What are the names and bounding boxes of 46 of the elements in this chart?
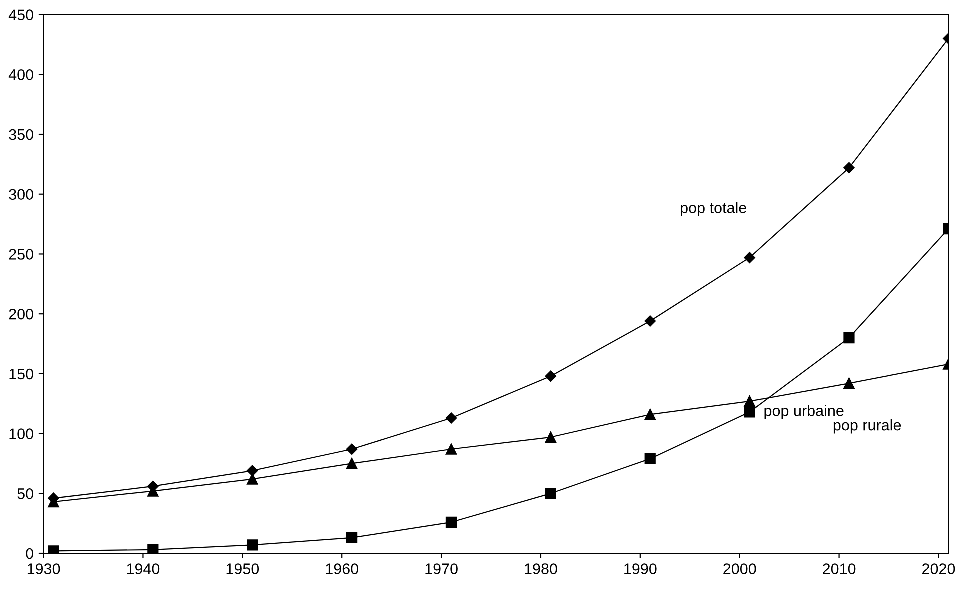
- y-tick-label: 50: [18, 488, 34, 500]
- x-tick-label: 1930: [28, 564, 60, 574]
- y-tick-label: 250: [9, 249, 34, 260]
- point: [744, 406, 756, 418]
- point: [446, 516, 458, 528]
- y-tick-label: 450: [8, 10, 34, 20]
- y-tick-label: 150: [10, 368, 34, 380]
- point: [644, 409, 656, 420]
- x-tick-label: 1990: [624, 564, 657, 574]
- y-tick-label: 100: [10, 428, 34, 440]
- point: [545, 432, 556, 443]
- y-tick-label: 300: [9, 189, 34, 200]
- x-tick-label: 2000: [724, 564, 756, 574]
- x-tick-label: 1950: [226, 564, 260, 574]
- x-tick-label: 2010: [823, 564, 856, 574]
- point: [844, 332, 855, 344]
- point: [644, 453, 656, 464]
- point: [346, 532, 358, 544]
- point: [247, 540, 258, 551]
- y-tick-label: 350: [9, 129, 34, 140]
- y-tick-label: 400: [8, 70, 34, 80]
- point: [48, 546, 60, 554]
- point: [744, 252, 756, 264]
- point: [346, 458, 358, 470]
- series-label: pop urbaine: [764, 405, 844, 420]
- x-tick-label: 2020: [922, 564, 956, 574]
- x-tick-label: 1960: [326, 564, 358, 574]
- point: [644, 316, 656, 327]
- point: [346, 444, 358, 455]
- x-tick-label: 1980: [525, 564, 558, 574]
- x-tick-label: 1940: [127, 564, 160, 574]
- point: [446, 444, 458, 455]
- point: [247, 465, 258, 477]
- point: [744, 396, 756, 408]
- point: [545, 370, 557, 382]
- point: [545, 488, 556, 500]
- y-tick-label: 200: [9, 308, 34, 320]
- point: [148, 544, 159, 554]
- point: [247, 474, 258, 485]
- x-tick-label: 1970: [426, 564, 458, 574]
- y-tick-label: 0: [26, 548, 34, 560]
- point: [844, 162, 855, 174]
- text: pop totale: [681, 202, 746, 216]
- point: [446, 412, 458, 424]
- point: [844, 378, 855, 390]
- text: pop rurale: [834, 420, 902, 434]
